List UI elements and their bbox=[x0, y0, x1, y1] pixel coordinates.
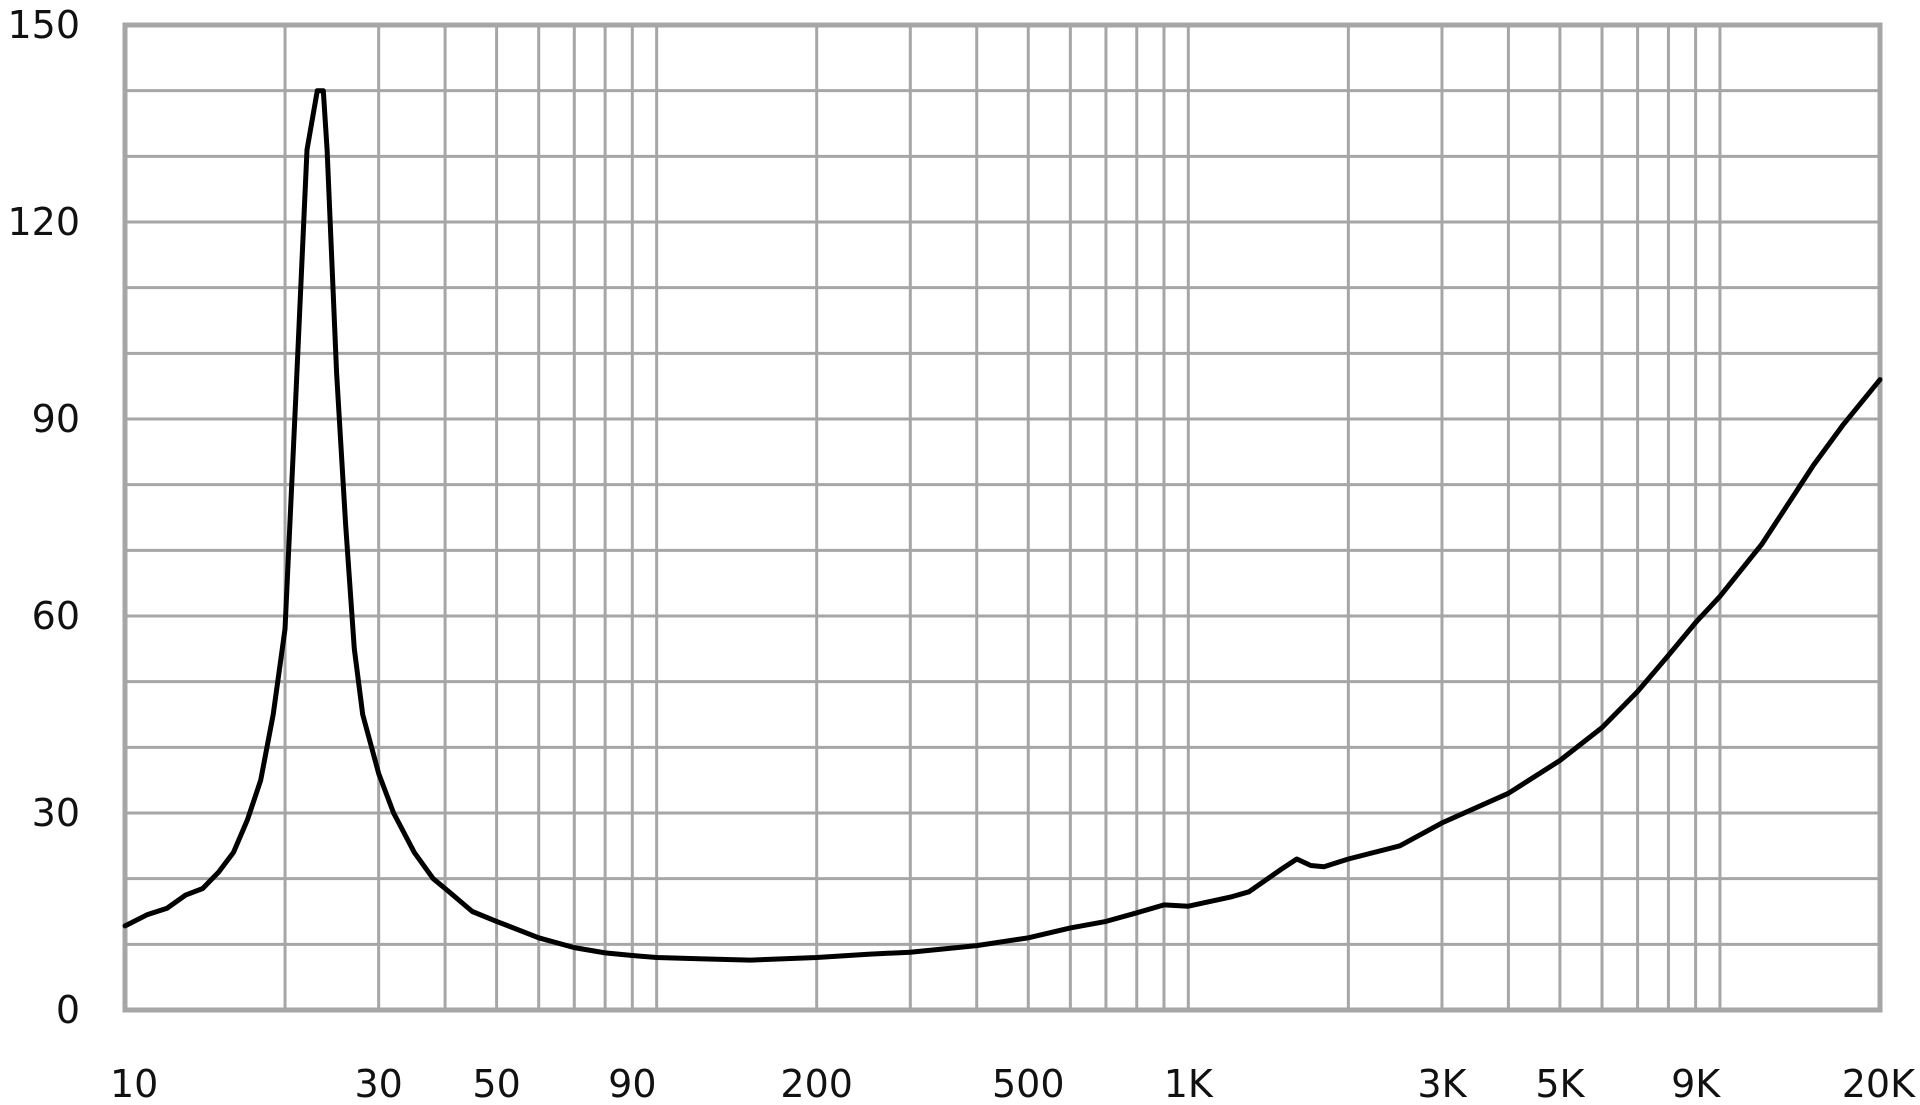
y-tick-label: 90 bbox=[32, 397, 80, 441]
grid bbox=[123, 23, 1882, 1012]
x-tick-label: 3K bbox=[1417, 1062, 1467, 1105]
y-tick-label: 60 bbox=[32, 594, 80, 638]
y-tick-label: 120 bbox=[7, 200, 80, 244]
x-tick-label: 10 bbox=[110, 1062, 158, 1105]
x-tick-label: 1K bbox=[1164, 1062, 1214, 1105]
x-tick-label: 9K bbox=[1671, 1062, 1721, 1105]
x-tick-label: 90 bbox=[608, 1062, 656, 1105]
x-tick-label: 20K bbox=[1842, 1062, 1916, 1105]
x-tick-label: 500 bbox=[992, 1062, 1065, 1105]
series-line bbox=[122, 88, 1883, 963]
x-tick-label: 5K bbox=[1535, 1062, 1585, 1105]
y-tick-label: 30 bbox=[32, 791, 80, 835]
y-tick-label: 150 bbox=[7, 3, 80, 47]
y-tick-label: 0 bbox=[56, 988, 80, 1032]
y-axis-tick-labels: 0 30 60 90 120 150 bbox=[7, 3, 80, 1032]
plot-frame bbox=[122, 22, 1883, 1013]
x-tick-label: 50 bbox=[472, 1062, 520, 1105]
x-tick-label: 30 bbox=[354, 1062, 402, 1105]
x-axis-tick-labels: 10 30 50 90 200 500 1K 3K 5K 9K 20K bbox=[110, 1062, 1916, 1105]
x-tick-label: 200 bbox=[780, 1062, 853, 1105]
